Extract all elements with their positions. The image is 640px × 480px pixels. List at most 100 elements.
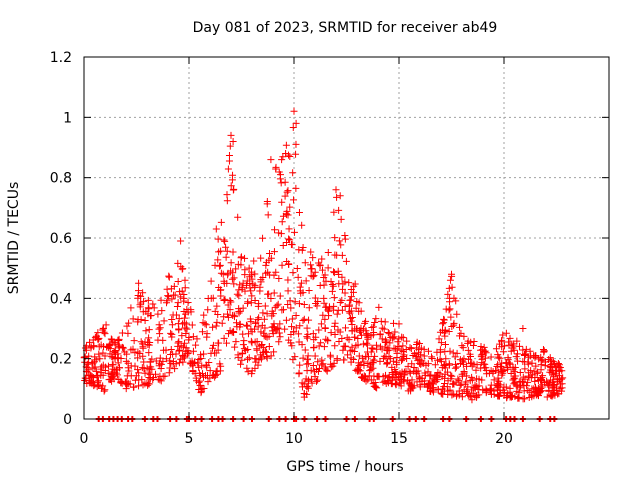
data-point: [293, 264, 301, 272]
data-point: [165, 369, 173, 377]
data-point: [391, 379, 399, 387]
data-point: [270, 324, 278, 332]
data-point: [373, 384, 381, 392]
data-point: [229, 186, 237, 194]
data-point: [162, 355, 170, 363]
data-point: [270, 348, 278, 356]
data-point: [138, 340, 146, 348]
data-point: [287, 304, 295, 312]
data-point: [229, 248, 237, 256]
data-point: [139, 308, 147, 316]
data-point: [223, 191, 231, 199]
data-point: [192, 341, 200, 349]
data-point: [298, 383, 306, 391]
data-point: [371, 352, 379, 360]
data-point: [300, 380, 308, 388]
data-point: [308, 265, 316, 273]
data-point: [327, 329, 335, 337]
data-point: [519, 358, 527, 366]
data-point-peak: [177, 237, 185, 245]
data-point: [159, 373, 167, 381]
data-point: [378, 335, 386, 343]
data-point: [289, 123, 297, 131]
data-point: [121, 348, 129, 356]
data-point: [290, 228, 298, 236]
data-point: [279, 306, 287, 314]
data-point: [227, 298, 235, 306]
data-point: [110, 375, 118, 383]
data-point: [240, 337, 248, 345]
data-point: [522, 350, 530, 358]
data-point: [401, 371, 409, 379]
data-point: [255, 342, 263, 350]
data-point: [349, 288, 357, 296]
data-point: [447, 313, 455, 321]
data-point: [220, 334, 228, 342]
data-point: [321, 324, 329, 332]
data-point: [444, 290, 452, 298]
data-point: [471, 384, 479, 392]
data-point: [492, 345, 500, 353]
data-point: [339, 346, 347, 354]
grid-lines: [84, 57, 609, 419]
data-point: [216, 262, 224, 270]
data-point: [220, 236, 228, 244]
data-point: [135, 382, 143, 390]
data-point: [546, 354, 554, 362]
data-point: [424, 360, 432, 368]
data-point: [341, 231, 349, 239]
data-point: [149, 300, 157, 308]
data-point: [508, 393, 516, 401]
data-point: [284, 276, 292, 284]
data-point: [125, 367, 133, 375]
data-point: [259, 309, 267, 317]
data-point: [236, 281, 244, 289]
data-point: [291, 298, 299, 306]
data-point: [240, 345, 248, 353]
data-point: [497, 363, 505, 371]
data-point: [526, 347, 534, 355]
data-point: [88, 377, 96, 385]
data-point: [285, 225, 293, 233]
data-point: [543, 380, 551, 388]
data-point: [303, 367, 311, 375]
data-point: [302, 375, 310, 383]
data-point: [407, 382, 415, 390]
data-point: [289, 269, 297, 277]
data-point: [101, 386, 109, 394]
data-point: [197, 389, 205, 397]
data-point-peak: [212, 225, 220, 233]
data-point: [316, 261, 324, 269]
data-point: [437, 389, 445, 397]
data-point: [477, 364, 485, 372]
data-point: [368, 344, 376, 352]
data-point: [286, 236, 294, 244]
data-point: [283, 188, 291, 196]
data-point: [494, 381, 502, 389]
data-point: [231, 343, 239, 351]
data-point: [191, 369, 199, 377]
data-point-peak: [519, 325, 527, 332]
data-point: [104, 343, 112, 351]
data-point: [335, 237, 343, 245]
data-point: [179, 352, 187, 360]
data-point: [183, 305, 191, 313]
data-point: [456, 332, 464, 340]
data-point: [367, 376, 375, 384]
data-point: [303, 333, 311, 341]
data-point: [367, 363, 375, 371]
data-point: [558, 380, 566, 388]
data-point: [92, 367, 100, 375]
data-point: [277, 179, 285, 187]
data-point: [234, 353, 242, 361]
data-point: [100, 342, 108, 350]
data-point: [445, 360, 453, 368]
data-point: [355, 307, 363, 315]
x-tick-label: 10: [285, 431, 303, 447]
data-point: [331, 330, 339, 338]
data-point: [255, 314, 263, 322]
data-point: [244, 298, 252, 306]
data-point: [272, 163, 280, 171]
data-point: [471, 392, 479, 400]
data-point: [446, 305, 454, 313]
